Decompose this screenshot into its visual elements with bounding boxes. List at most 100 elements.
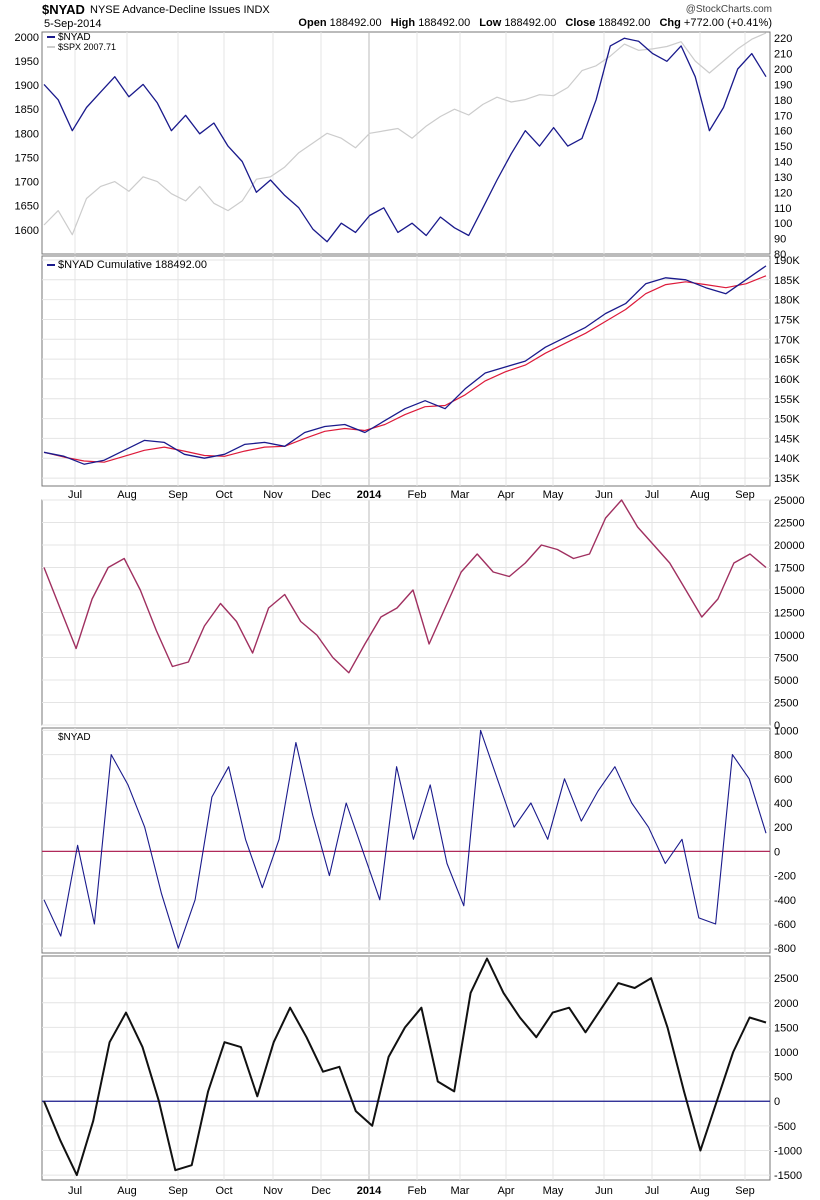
x-axis-label: Sep (168, 1185, 188, 1197)
oscillator-line (43, 499, 767, 674)
ohlc-readout: Open 188492.00 High 188492.00 Low 188492… (292, 17, 772, 29)
spx-series-line (43, 32, 767, 236)
left-axis-tick-label: 1900 (15, 80, 39, 92)
x-axis-label: 2014 (357, 489, 382, 501)
x-axis-label: Mar (451, 1185, 470, 1197)
high-label: High (390, 17, 416, 29)
oscillator-axis-tick-label: 17500 (774, 563, 805, 575)
summation-axis-tick-label: 500 (774, 1072, 792, 1084)
x-axis-label: Jul (68, 1185, 82, 1197)
summation-axis-tick-label: 1000 (774, 1047, 798, 1059)
right-axis-tick-label: 140 (774, 157, 792, 169)
nyad-axis-tick-label: 400 (774, 798, 792, 810)
x-axis-label: Aug (117, 489, 137, 501)
close-value: 188492.00 (598, 17, 651, 29)
left-axis-tick-label: 1750 (15, 152, 39, 164)
left-axis-tick-label: 1950 (15, 56, 39, 68)
nyad-axis-tick-label: -200 (774, 871, 796, 883)
cumulative-axis-tick-label: 160K (774, 374, 800, 386)
symbol-name: NYSE Advance-Decline Issues INDX (90, 4, 270, 16)
oscillator-axis-tick-label: 20000 (774, 540, 805, 552)
low-value: 188492.00 (504, 17, 557, 29)
x-axis-label: Jun (595, 489, 613, 501)
nyad-daily-line (43, 729, 767, 949)
x-axis-label: Aug (117, 1185, 137, 1197)
cumulative-axis-tick-label: 170K (774, 334, 800, 346)
right-axis-tick-label: 170 (774, 110, 792, 122)
summation-axis-tick-label: 2500 (774, 973, 798, 985)
cumulative-axis-tick-label: 185K (774, 275, 800, 287)
x-axis-label: Aug (690, 489, 710, 501)
panel-5 (41, 955, 771, 1181)
summation-axis-tick-label: 0 (774, 1096, 780, 1108)
panel-frame (41, 955, 771, 1181)
right-axis-tick-label: 220 (774, 33, 792, 45)
oscillator-axis-tick-label: 5000 (774, 675, 798, 687)
cumulative-axis-tick-label: 140K (774, 453, 800, 465)
nyad-axis-tick-label: 600 (774, 774, 792, 786)
cumulative-axis-tick-label: 135K (774, 473, 800, 485)
oscillator-axis-tick-label: 0 (774, 720, 780, 732)
cumulative-line (43, 265, 767, 465)
legend-nyad-daily: $NYAD (58, 732, 91, 743)
x-axis-label: Sep (735, 1185, 755, 1197)
chg-label: Chg (659, 17, 681, 29)
right-axis-tick-label: 110 (774, 203, 792, 215)
nyad-axis-tick-label: 1000 (774, 725, 798, 737)
summation-axis-tick-label: -1000 (774, 1145, 802, 1157)
low-label: Low (479, 17, 502, 29)
right-axis-tick-label: 100 (774, 218, 792, 230)
summation-line (43, 957, 767, 1177)
right-axis-tick-label: 160 (774, 126, 792, 138)
oscillator-axis-tick-label: 22500 (774, 518, 805, 530)
x-axis-label: May (543, 1185, 564, 1197)
summation-axis-tick-label: 1500 (774, 1022, 798, 1034)
x-axis-label: Dec (311, 489, 331, 501)
x-axis-label: Sep (735, 489, 755, 501)
cumulative-axis-tick-label: 180K (774, 295, 800, 307)
right-axis-tick-label: 120 (774, 187, 792, 199)
right-axis-tick-label: 90 (774, 234, 786, 246)
oscillator-axis-tick-label: 10000 (774, 630, 805, 642)
x-axis-label: Mar (451, 489, 470, 501)
nyad-axis-tick-label: 200 (774, 822, 792, 834)
panel-frame (41, 727, 771, 954)
date-label: 5-Sep-2014 (44, 18, 102, 30)
x-axis-label: Apr (497, 1185, 514, 1197)
summation-axis-tick-label: -500 (774, 1121, 796, 1133)
oscillator-axis-tick-label: 7500 (774, 653, 798, 665)
x-axis-label: May (543, 489, 564, 501)
x-axis-label: Aug (690, 1185, 710, 1197)
nyad-axis-tick-label: -600 (774, 919, 796, 931)
chart-header: $NYAD NYSE Advance-Decline Issues INDX 5… (0, 0, 820, 32)
nyad-axis-tick-label: -400 (774, 895, 796, 907)
cumulative-axis-tick-label: 165K (774, 354, 800, 366)
x-axis-label: Nov (263, 1185, 283, 1197)
left-axis-tick-label: 2000 (15, 32, 39, 44)
symbol-label: $NYAD (42, 2, 85, 17)
panel-2 (41, 255, 771, 487)
summation-axis-tick-label: -1500 (774, 1170, 802, 1182)
cumulative-axis-tick-label: 175K (774, 314, 800, 326)
cumulative-axis-tick-label: 190K (774, 255, 800, 267)
nyad-axis-tick-label: -800 (774, 943, 796, 955)
cumulative-axis-tick-label: 150K (774, 414, 800, 426)
summation-axis-tick-label: 2000 (774, 998, 798, 1010)
legend-spx: $SPX 2007.71 (58, 42, 116, 52)
x-axis-label: Sep (168, 489, 188, 501)
x-axis-label: Jul (645, 489, 659, 501)
nyad-series-line (43, 37, 767, 243)
x-axis-label: Jul (645, 1185, 659, 1197)
oscillator-axis-tick-label: 12500 (774, 608, 805, 620)
chg-value: +772.00 (+0.41%) (683, 17, 772, 29)
left-axis-tick-label: 1650 (15, 201, 39, 213)
left-axis-tick-label: 1800 (15, 128, 39, 140)
left-axis-tick-label: 1700 (15, 177, 39, 189)
panel-1 (41, 31, 771, 255)
nyad-axis-tick-label: 800 (774, 750, 792, 762)
legend-nyad: $NYAD (58, 32, 91, 43)
x-axis-label: Feb (408, 1185, 427, 1197)
exchange-label: INDX (243, 4, 270, 16)
panel-frame (41, 31, 771, 255)
